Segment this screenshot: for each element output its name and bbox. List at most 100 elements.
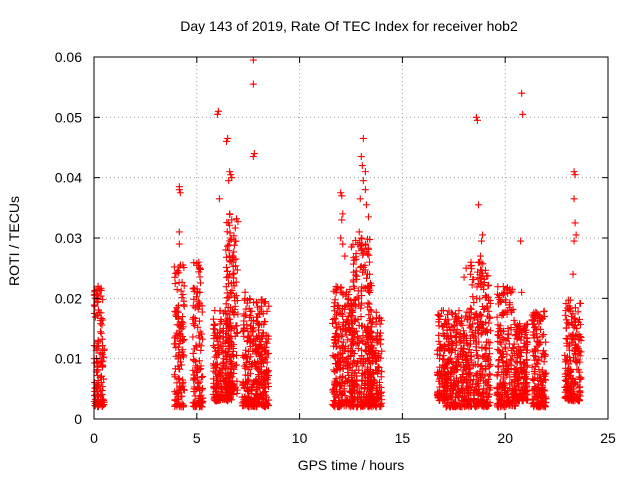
- data-point: [347, 305, 355, 313]
- data-point: [222, 263, 230, 271]
- data-point: [446, 346, 454, 354]
- data-point: [452, 403, 460, 411]
- data-point: [512, 385, 520, 393]
- data-point: [337, 189, 345, 197]
- data-point: [224, 322, 232, 330]
- data-point: [225, 371, 233, 379]
- data-point: [467, 323, 475, 331]
- data-point: [211, 307, 219, 315]
- data-point: [574, 397, 582, 405]
- data-point: [377, 329, 385, 337]
- data-point: [564, 296, 572, 304]
- y-tick-label: 0.06: [55, 49, 82, 65]
- data-point: [175, 374, 183, 382]
- data-point: [190, 374, 198, 382]
- data-point: [331, 401, 339, 409]
- data-point: [250, 336, 258, 344]
- data-points: [90, 56, 585, 411]
- data-point: [253, 318, 261, 326]
- data-point: [576, 352, 584, 360]
- data-point: [342, 292, 350, 300]
- data-point: [366, 288, 374, 296]
- data-point: [460, 327, 468, 335]
- data-point: [445, 307, 453, 315]
- data-point: [248, 385, 256, 393]
- data-point: [482, 345, 490, 353]
- data-point: [364, 213, 372, 221]
- data-point: [175, 269, 183, 277]
- data-point: [175, 186, 183, 194]
- data-point: [366, 335, 374, 343]
- data-point: [249, 80, 257, 88]
- data-point: [453, 362, 461, 370]
- data-point: [468, 281, 476, 289]
- data-point: [441, 365, 449, 373]
- data-point: [442, 320, 450, 328]
- data-point: [478, 362, 486, 370]
- y-tick-label: 0.04: [55, 170, 82, 186]
- data-point: [360, 263, 368, 271]
- data-point: [189, 333, 197, 341]
- data-point: [194, 379, 202, 387]
- data-point: [252, 298, 260, 306]
- data-point: [571, 317, 579, 325]
- data-point: [473, 116, 481, 124]
- data-point: [252, 341, 260, 349]
- data-point: [482, 365, 490, 373]
- data-point: [247, 353, 255, 361]
- data-point: [575, 347, 583, 355]
- data-point: [485, 307, 493, 315]
- data-point: [98, 335, 106, 343]
- data-point: [565, 375, 573, 383]
- data-point: [462, 312, 470, 320]
- data-point: [336, 364, 344, 372]
- data-point: [241, 296, 249, 304]
- data-point: [246, 370, 254, 378]
- data-point: [238, 399, 246, 407]
- data-point: [337, 288, 345, 296]
- data-point: [523, 339, 531, 347]
- data-point: [522, 388, 530, 396]
- data-point: [435, 331, 443, 339]
- data-point: [255, 375, 263, 383]
- data-point: [518, 89, 526, 97]
- data-point: [364, 303, 372, 311]
- data-point: [576, 321, 584, 329]
- data-point: [479, 402, 487, 410]
- data-point: [450, 383, 458, 391]
- data-point: [536, 315, 544, 323]
- data-point: [530, 376, 538, 384]
- data-point: [443, 375, 451, 383]
- data-point: [177, 287, 185, 295]
- data-point: [360, 359, 368, 367]
- data-point: [198, 308, 206, 316]
- data-point: [364, 325, 372, 333]
- data-point: [348, 377, 356, 385]
- data-point: [523, 361, 531, 369]
- data-point: [374, 363, 382, 371]
- data-point: [261, 299, 269, 307]
- data-point: [364, 398, 372, 406]
- data-point: [173, 387, 181, 395]
- data-point: [466, 270, 474, 278]
- data-point: [230, 369, 238, 377]
- data-point: [435, 337, 443, 345]
- data-point: [368, 341, 376, 349]
- data-point: [226, 252, 234, 260]
- x-tick-label: 25: [600, 430, 616, 446]
- data-point: [228, 287, 236, 295]
- data-point: [180, 282, 188, 290]
- data-point: [246, 295, 254, 303]
- data-point: [240, 362, 248, 370]
- data-point: [531, 383, 539, 391]
- data-point: [197, 362, 205, 370]
- data-point: [231, 361, 239, 369]
- data-point: [249, 56, 257, 64]
- data-point: [534, 392, 542, 400]
- data-point: [568, 389, 576, 397]
- data-point: [520, 343, 528, 351]
- data-point: [444, 359, 452, 367]
- data-point: [452, 339, 460, 347]
- data-point: [359, 177, 367, 185]
- data-point: [179, 291, 187, 299]
